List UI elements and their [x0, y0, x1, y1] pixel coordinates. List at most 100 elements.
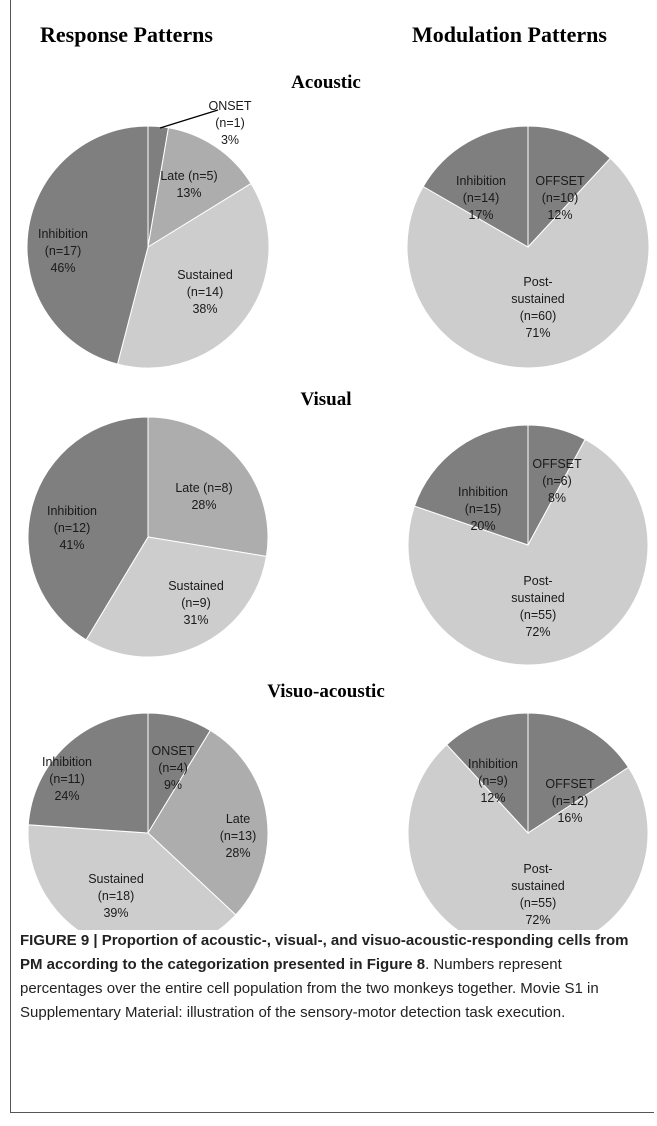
slice-label-line: OFFSET: [545, 777, 595, 791]
pie-5-label-post-sustained: Post-sustained (n=55) 72%: [511, 862, 565, 927]
pie-2-label-inhibition: Inhibition (n=12) 41%: [47, 504, 97, 552]
slice-label-line: OFFSET: [532, 457, 582, 471]
pie-0-slice-late: [147, 127, 252, 249]
slice-label-line: 31%: [183, 613, 208, 627]
slice-label-line: Inhibition: [38, 227, 88, 241]
pie-0-leader-line: [159, 109, 219, 129]
pie-4-label-sustained: Sustained (n=18) 39%: [88, 872, 144, 920]
slice-label-line: Inhibition: [458, 485, 508, 499]
slice-label-line: sustained: [511, 292, 565, 306]
slice-label-line: (n=9): [181, 596, 211, 610]
frame-left-border: [10, 0, 11, 1112]
slice-label-line: 28%: [225, 846, 250, 860]
pie-4-label-inhibition: Inhibition (n=11) 24%: [42, 755, 92, 803]
slice-label-line: 72%: [525, 913, 550, 927]
pie-4-label-onset: ONSET (n=4) 9%: [151, 744, 194, 792]
slice-label-line: Inhibition: [42, 755, 92, 769]
pie-0-slice-sustained: [116, 182, 270, 369]
slice-label-line: (n=12): [552, 794, 588, 808]
slice-label-line: 71%: [525, 326, 550, 340]
slice-label-line: (n=13): [220, 829, 256, 843]
pie-4-slice-sustained: [27, 824, 237, 930]
frame-bottom-border: [10, 1112, 654, 1113]
slice-label-line: 72%: [525, 625, 550, 639]
slice-label-line: sustained: [511, 879, 565, 893]
slice-label-line: (n=6): [542, 474, 572, 488]
slice-label-line: (n=18): [98, 889, 134, 903]
pie-5-slice-inhibition: [446, 712, 529, 835]
pie-2-label-late: Late (n=8) 28%: [175, 481, 232, 512]
section-title-visual: Visual: [300, 389, 352, 410]
pie-4-slice-inhibition: [27, 712, 149, 834]
column-header-response: Response Patterns: [40, 22, 213, 47]
slice-label-line: (n=11): [49, 772, 85, 786]
pie-2: Late (n=8) 28% Sustained (n=9) 31% Inhibition…: [27, 416, 269, 658]
slice-label-line: (n=14): [187, 285, 223, 299]
pie-3-label-post-sustained: Post-sustained (n=55) 72%: [511, 574, 565, 639]
pie-3-label-inhibition: Inhibition (n=15) 20%: [458, 485, 508, 533]
slice-label-line: (n=10): [542, 191, 578, 205]
slice-label-line: 12%: [547, 208, 572, 222]
slice-label-line: (n=15): [465, 502, 501, 516]
slice-label-line: OFFSET: [535, 174, 585, 188]
slice-label-line: ONSET: [151, 744, 194, 758]
pie-1-label-inhibition: Inhibition (n=14) 17%: [456, 174, 506, 222]
pie-5-label-offset: OFFSET (n=12) 16%: [545, 777, 595, 825]
slice-label-line: (n=1): [215, 116, 245, 130]
pie-1-label-offset: OFFSET (n=10) 12%: [535, 174, 585, 222]
slice-label-line: (n=55): [520, 896, 556, 910]
slice-label-line: 13%: [176, 186, 201, 200]
figure-frame: [10, 0, 654, 1113]
slice-label-line: (n=9): [478, 774, 508, 788]
pie-2-slice-sustained: [85, 536, 267, 658]
slice-label-line: 8%: [548, 491, 566, 505]
slice-label-line: 12%: [480, 791, 505, 805]
pie-4: ONSET (n=4) 9% Late (n=13) 28% Sustained (n=18)…: [27, 712, 269, 930]
pie-3: OFFSET (n=6) 8% Post-sustained (n=55) 72% Inhi…: [407, 424, 649, 666]
slice-label-line: Sustained: [88, 872, 144, 886]
slice-label-line: Late: [226, 812, 250, 826]
slice-label-line: 41%: [59, 538, 84, 552]
slice-label-line: Inhibition: [47, 504, 97, 518]
slice-label-line: 46%: [50, 261, 75, 275]
pie-0-slice-inhibition: [26, 125, 149, 365]
slice-label-line: Post-: [523, 275, 552, 289]
pie-2-slice-late: [147, 416, 269, 557]
slice-label-line: (n=4): [158, 761, 188, 775]
pie-0-label-sustained: Sustained (n=14) 38%: [177, 268, 233, 316]
slice-label-line: sustained: [511, 591, 565, 605]
pie-charts: ONSET (n=1) 3% Late (n=5) 13% Sustained (n=14)…: [26, 99, 650, 930]
pie-1-slice-inhibition: [422, 125, 529, 248]
caption-figure-ref: Figure 8: [366, 956, 426, 973]
slice-label-line: (n=60): [520, 309, 556, 323]
slice-label-line: 20%: [470, 519, 495, 533]
slice-label-line: 39%: [103, 906, 128, 920]
pie-1-slice-post-sustained: [406, 157, 650, 369]
pie-5-label-inhibition: Inhibition (n=9) 12%: [468, 757, 518, 805]
slice-label-line: 3%: [221, 133, 239, 147]
section-title-acoustic: Acoustic: [291, 72, 361, 93]
figure-caption: FIGURE 9 | Proportion of acoustic-, visu…: [20, 929, 645, 1025]
slice-label-line: (n=14): [463, 191, 499, 205]
slice-label-line: Late (n=8): [175, 481, 232, 495]
column-header-modulation: Modulation Patterns: [412, 22, 607, 47]
slice-label-line: 9%: [164, 778, 182, 792]
pie-5-slice-post-sustained: [407, 744, 649, 930]
pie-3-slice-inhibition: [413, 424, 529, 546]
slice-label-line: Inhibition: [456, 174, 506, 188]
pie-3-label-offset: OFFSET (n=6) 8%: [532, 457, 582, 505]
slice-label-line: (n=55): [520, 608, 556, 622]
slice-label-line: Sustained: [168, 579, 224, 593]
pie-4-label-late: Late (n=13) 28%: [220, 812, 256, 860]
slice-label-line: Post-: [523, 862, 552, 876]
pie-1: OFFSET (n=10) 12% Post-sustained (n=60) 71% In…: [406, 125, 650, 369]
pie-5: OFFSET (n=12) 16% Post-sustained (n=55) 72% In…: [407, 712, 649, 930]
pie-3-slice-post-sustained: [407, 438, 649, 666]
slice-label-line: Sustained: [177, 268, 233, 282]
slice-label-line: 16%: [557, 811, 582, 825]
caption-bold-lead: FIGURE 9 | Proportion of acoustic-, visu…: [20, 932, 629, 973]
slice-label-line: Late (n=5): [160, 169, 217, 183]
caption-body: . Numbers represent percentages over the…: [20, 956, 599, 1021]
pie-2-slice-inhibition: [27, 416, 149, 641]
pie-0-label-inhibition: Inhibition (n=17) 46%: [38, 227, 88, 275]
